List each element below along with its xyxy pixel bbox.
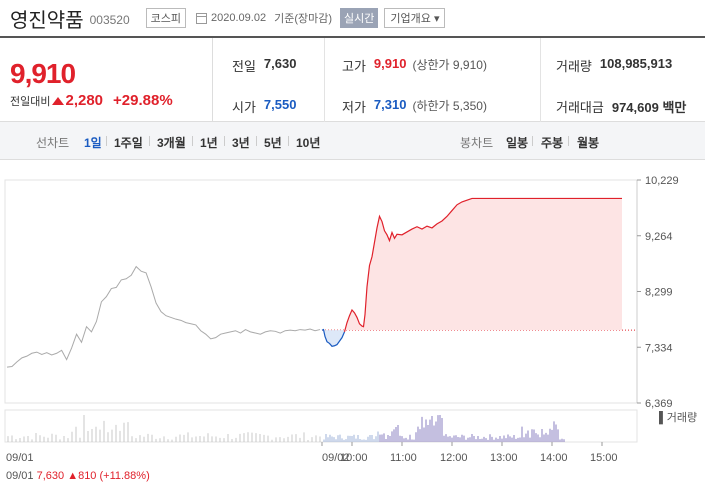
series-today-up-line	[343, 197, 622, 333]
toolbar-separator	[106, 136, 107, 146]
stat-volume-value: 108,985,913	[599, 56, 673, 71]
stat-volume-label: 거래량	[556, 59, 592, 74]
line-chart-label: 선차트	[36, 136, 70, 150]
stat-high-note: (상한가 9,910)	[412, 58, 487, 72]
realtime-button[interactable]: 실시간	[340, 8, 379, 28]
stat-low-label: 저가	[342, 100, 366, 115]
x-tick-label: 10:00	[340, 452, 368, 464]
toolbar-separator	[568, 136, 569, 146]
footer-info-part: 09/01	[6, 470, 37, 482]
quote-basis: 기준(장마감)	[274, 13, 333, 25]
footer-info-part: ▲810	[67, 470, 99, 482]
stat-prev: 전일 7,630	[232, 56, 296, 75]
period-1d-tab[interactable]: 1일	[84, 136, 102, 150]
period-3m-tab[interactable]: 3개월	[157, 136, 186, 150]
current-price: 9,910	[10, 58, 76, 89]
candle-monthly-tab[interactable]: 월봉	[577, 136, 600, 150]
up-area-fill	[344, 198, 622, 332]
y-tick-label: 10,229	[645, 175, 679, 187]
footer-info: 09/01 7,630 ▲810 (+11.88%)	[6, 470, 150, 482]
x-tick-label: 12:00	[440, 452, 468, 464]
chart-toolbar: 선차트 1일 1주일 3개월 1년 3년 5년 10년 봉차트 일봉 주봉 월봉	[0, 122, 705, 160]
stat-high-label: 고가	[342, 59, 366, 74]
price-box: 9,910 전일대비 2,280 +29.88%	[0, 38, 213, 122]
period-1w-tab[interactable]: 1주일	[114, 136, 143, 150]
change-row: 전일대비 2,280 +29.88%	[10, 92, 173, 109]
stat-high: 고가 9,910 (상한가 9,910)	[342, 56, 487, 75]
y-tick-label: 9,264	[645, 231, 673, 243]
stat-open-value: 7,550	[263, 97, 297, 112]
market-badge: 코스피	[145, 8, 187, 28]
price-summary: 9,910 전일대비 2,280 +29.88% 전일 7,630 시가 7,5…	[0, 36, 705, 122]
stat-amount: 거래대금 974,609 백만	[556, 97, 686, 116]
calendar-icon	[196, 12, 208, 24]
stock-header: 영진약품 003520 코스피 2020.09.02 기준(장마감) 실시간 기…	[0, 0, 705, 36]
series-today-down-line	[321, 328, 346, 347]
toolbar-separator	[256, 136, 257, 146]
footer-info-part: (+11.88%)	[99, 470, 149, 482]
stock-code: 003520	[89, 13, 130, 27]
up-arrow-icon	[52, 96, 65, 105]
footer-info-part: 7,630	[37, 470, 68, 482]
candle-weekly-tab[interactable]: 주봉	[541, 136, 564, 150]
company-overview-dropdown[interactable]: 기업개요 ▾	[384, 8, 446, 28]
stat-low: 저가 7,310 (하한가 5,350)	[342, 97, 487, 116]
period-5y-tab[interactable]: 5년	[264, 136, 282, 150]
quote-date: 2020.09.02	[211, 12, 267, 24]
stat-amount-value: 974,609 백만	[611, 100, 687, 115]
divider	[540, 38, 541, 122]
stat-amount-label: 거래대금	[556, 100, 604, 115]
candle-chart-label: 봉차트	[460, 136, 494, 150]
change-label: 전일대비	[10, 95, 51, 108]
candle-daily-tab[interactable]: 일봉	[506, 136, 529, 150]
stock-name: 영진약품	[10, 9, 84, 32]
toolbar-separator	[288, 136, 289, 146]
toolbar-separator	[192, 136, 193, 146]
series-prev-day-line	[6, 265, 321, 368]
stat-low-value: 7,310	[373, 97, 407, 112]
period-10y-tab[interactable]: 10년	[296, 136, 321, 150]
change-value: 2,280	[65, 92, 104, 109]
x-tick-label-prev-date: 09/01	[6, 452, 34, 464]
stat-high-value: 9,910	[373, 56, 407, 71]
stat-open-label: 시가	[232, 100, 256, 115]
stat-open: 시가 7,550	[232, 97, 296, 116]
x-tick-label: 11:00	[390, 452, 417, 464]
x-tick-label: 15:00	[590, 452, 618, 464]
stat-prev-value: 7,630	[263, 56, 297, 71]
period-1y-tab[interactable]: 1년	[200, 136, 218, 150]
x-tick-label: 14:00	[540, 452, 568, 464]
toolbar-separator	[149, 136, 150, 146]
stat-low-note: (하한가 5,350)	[412, 99, 487, 113]
y-tick-label: 6,369	[645, 398, 673, 410]
change-percent: +29.88%	[113, 92, 173, 109]
y-tick-label: 7,334	[645, 342, 673, 354]
x-tick-label: 13:00	[490, 452, 518, 464]
period-3y-tab[interactable]: 3년	[232, 136, 250, 150]
y-tick-label: 8,299	[645, 287, 673, 299]
toolbar-separator	[224, 136, 225, 146]
volume-label: ▌거래량	[659, 410, 697, 425]
divider	[324, 38, 325, 122]
stat-volume: 거래량 108,985,913	[556, 56, 672, 75]
x-tick-label-today-date: 09/02	[322, 452, 350, 464]
toolbar-separator	[532, 136, 533, 146]
intraday-chart[interactable]: 10,229 9,264 8,299 7,334 6,369▌거래량 09/01 09/02…	[0, 160, 705, 483]
down-area-fill	[322, 322, 347, 347]
stat-prev-label: 전일	[232, 59, 256, 74]
